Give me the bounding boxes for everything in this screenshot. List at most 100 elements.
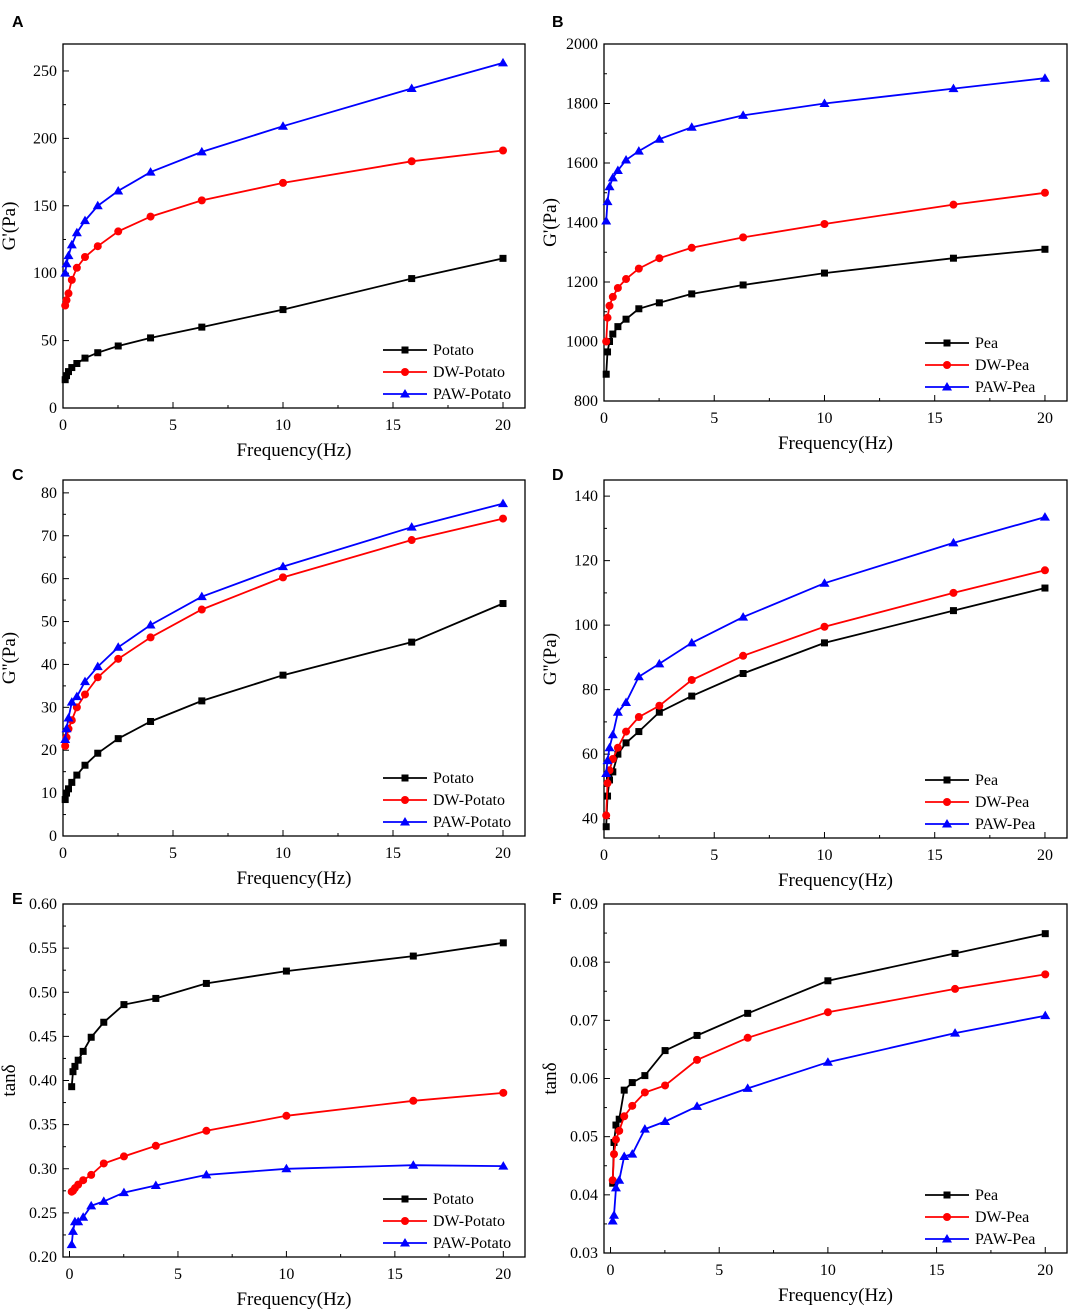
y-tick-label: 2000 [566,36,598,53]
data-point [93,242,102,251]
data-point [68,778,76,786]
y-tick-label: 0.50 [29,984,57,1001]
data-point [196,146,207,156]
chart-panel-b: B 0 5 10 15 20 800 1000 1200 1400 1600 1800 2000 Freq… [540,14,1068,454]
data-point [61,796,69,804]
data-point [655,701,664,710]
data-point [74,1056,82,1064]
data-point [613,743,622,752]
data-point [688,290,696,298]
x-axis-label: Frequency(Hz) [236,440,351,461]
series-dw-potato [61,514,507,750]
data-point [202,1126,211,1135]
series-line [611,973,1046,1181]
x-tick-label: 10 [816,847,832,864]
data-point [602,811,611,820]
data-point [602,755,613,765]
series-line [70,941,504,1087]
data-point [81,761,89,769]
series-pea [609,930,1049,1187]
data-point [641,1072,649,1080]
data-point [81,354,89,362]
series-line [64,517,504,747]
data-point [949,588,958,597]
data-point [92,200,103,210]
data-point [279,573,287,582]
data-point [66,1239,77,1249]
x-tick-label: 0 [59,417,67,434]
data-point [81,253,89,262]
data-point [499,600,507,608]
x-tick-label: 20 [495,417,511,434]
data-point [196,591,207,601]
data-point [197,196,206,205]
data-point [608,292,617,301]
x-tick-label: 5 [169,417,177,434]
x-tick-label: 20 [1037,847,1053,864]
data-point [609,330,617,338]
legend-label: DW-Pea [975,1209,1029,1226]
series-paw-pea [601,512,1050,777]
data-point [1041,245,1049,253]
x-tick-label: 15 [927,410,943,427]
plot-frame [62,43,526,409]
series-paw-potato [60,498,508,743]
data-point [499,1088,508,1097]
data-point [634,713,643,722]
data-point [607,1216,618,1225]
y-tick-label: 0.40 [29,1073,57,1090]
y-tick-label: 100 [574,617,598,634]
data-point [1040,188,1049,197]
data-point [602,196,613,206]
series-dw-pea [602,188,1049,346]
data-point [198,697,206,705]
y-axis-label: G'(Pa) [540,198,561,247]
legend: Pea DW-Pea PAW-Pea [925,1187,1035,1248]
legend-label: PAW-Pea [975,1231,1035,1248]
data-point [949,200,958,209]
x-tick-label: 15 [385,845,401,862]
data-point [948,83,959,93]
data-point [822,1057,833,1066]
data-point [87,1033,95,1041]
data-point [820,219,829,228]
x-tick-label: 20 [1037,410,1053,427]
data-point [279,306,287,314]
data-point [615,1126,624,1135]
data-point [614,323,622,331]
data-point [100,1018,108,1026]
x-tick-label: 0 [600,847,608,864]
data-point [687,243,696,252]
legend: Pea DW-Pea PAW-Pea [925,335,1035,396]
data-point [87,1170,96,1179]
data-point [81,690,89,699]
legend-marker [401,1195,409,1203]
data-point [146,212,155,221]
data-point [114,342,122,350]
legend: Potato DW-Potato PAW-Potato [383,1191,511,1252]
y-tick-label: 80 [41,485,57,502]
data-point [151,1141,160,1150]
series-line [605,191,1046,342]
legend-label: DW-Pea [975,357,1029,374]
data-point [114,227,123,236]
data-point [622,727,631,736]
legend-marker [943,1213,951,1221]
x-tick-label: 5 [710,847,718,864]
x-tick-label: 5 [174,1266,182,1283]
data-point [66,697,77,706]
y-tick-label: 80 [582,682,598,699]
x-tick-label: 5 [710,410,718,427]
legend-label: Potato [433,770,474,787]
series-potato [61,254,507,384]
y-tick-label: 0.60 [29,896,57,913]
data-point [71,691,82,701]
legend-label: Pea [975,772,998,789]
data-point [63,789,71,797]
data-point [739,281,747,289]
y-axis-label: G''(Pa) [540,633,561,685]
x-tick-label: 20 [495,845,511,862]
y-tick-label: 0.09 [570,896,598,913]
y-tick-label: 0 [49,828,57,845]
chart-panel-a: A0 5 10 15 20050100150200250Frequency(Hz)G'(… [0,14,526,461]
